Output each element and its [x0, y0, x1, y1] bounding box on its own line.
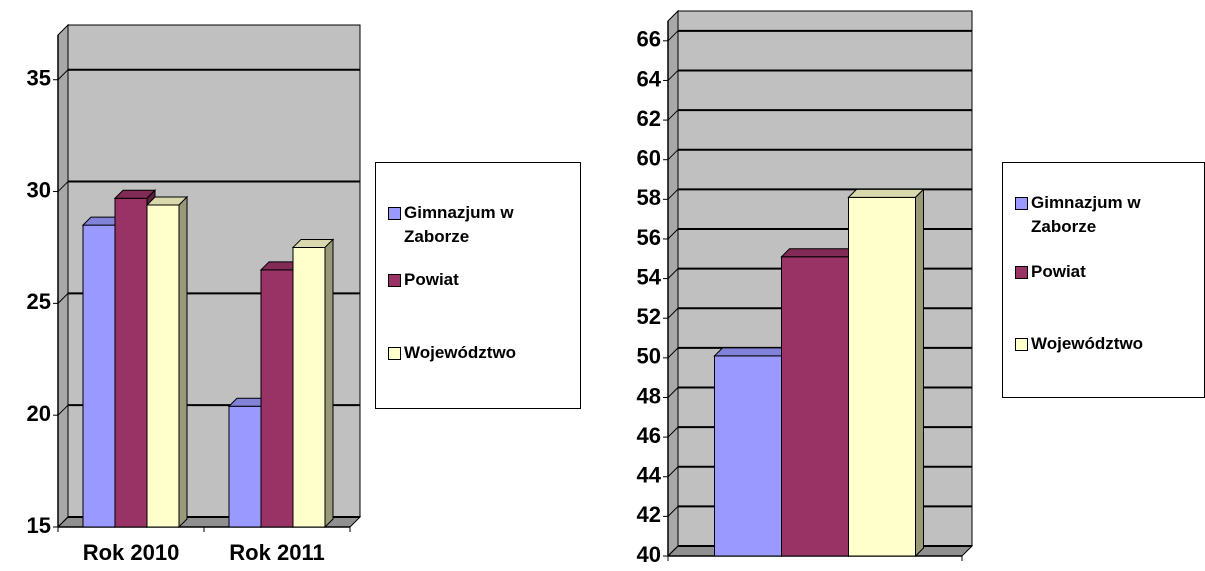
- grid-line-side: [667, 149, 679, 161]
- bar: [260, 269, 294, 528]
- grid-line-side: [667, 268, 679, 279]
- legend-label: Województwo: [1031, 334, 1144, 353]
- bar-side: [178, 195, 188, 529]
- grid-line-side: [57, 404, 69, 416]
- bar: [781, 256, 849, 557]
- bar-side: [915, 188, 924, 558]
- y-tick-label: 52: [637, 304, 661, 329]
- legend-label: Gimnazjum w Zaborze: [1031, 193, 1141, 236]
- legend: Gimnazjum w Zaborze Powiat Województwo: [375, 162, 581, 409]
- bar-side: [324, 238, 334, 529]
- y-tick-label: 58: [637, 185, 661, 210]
- legend-swatch: [388, 347, 401, 360]
- bar: [848, 196, 916, 557]
- legend-label: Województwo: [404, 343, 517, 362]
- bar: [228, 405, 262, 528]
- grid-line-side: [57, 516, 69, 528]
- x-tick-label: Rok 2011: [229, 540, 324, 565]
- grid-line-side: [667, 307, 679, 319]
- grid-line-side: [57, 181, 69, 192]
- y-tick-label: 48: [637, 383, 661, 408]
- bar-top: [713, 347, 791, 357]
- grid-line-side: [667, 188, 679, 200]
- bar: [114, 197, 148, 528]
- legend-swatch: [388, 274, 401, 287]
- legend-label: Gimnazjum w Zaborze: [404, 203, 514, 246]
- y-tick-label: 42: [637, 502, 661, 527]
- grid-line-side: [667, 426, 679, 438]
- grid-line-side: [667, 70, 679, 81]
- y-tick-label: 44: [637, 463, 662, 488]
- y-tick-label: 54: [637, 264, 662, 289]
- x-tick-label: Rok 2012: [767, 569, 864, 571]
- side-wall: [667, 9, 679, 558]
- y-tick-label: 66: [637, 27, 661, 52]
- y-tick-label: 64: [637, 66, 662, 91]
- legend-swatch: [1015, 338, 1028, 351]
- grid-line-side: [667, 347, 679, 359]
- y-tick-label: 62: [637, 106, 661, 131]
- y-tick-label: 15: [27, 513, 51, 538]
- legend-swatch: [388, 207, 401, 220]
- x-tick-label: Rok 2010: [83, 540, 180, 565]
- legend-swatch: [1015, 266, 1028, 279]
- bar: [82, 224, 116, 528]
- grid-line-side: [667, 109, 679, 121]
- grid-line-side: [667, 466, 679, 478]
- bar: [292, 246, 326, 528]
- y-tick-label: 20: [27, 401, 51, 426]
- y-tick-label: 30: [27, 177, 51, 202]
- side-wall: [57, 23, 69, 529]
- grid-line-side: [667, 545, 679, 557]
- legend-label: Powiat: [1031, 262, 1086, 281]
- grid-line-side: [667, 506, 679, 517]
- grid-line-side: [667, 228, 679, 240]
- y-tick-label: 25: [27, 289, 51, 314]
- y-tick-label: 46: [637, 423, 661, 448]
- legend: Gimnazjum w Zaborze Powiat Województwo: [1002, 162, 1205, 398]
- y-tick-label: 35: [27, 66, 51, 91]
- bar-top: [847, 188, 925, 198]
- bar: [146, 204, 180, 528]
- bar: [714, 355, 782, 557]
- grid-line-side: [57, 69, 69, 81]
- y-tick-label: 50: [637, 344, 661, 369]
- y-tick-label: 60: [637, 146, 661, 171]
- bar-top: [780, 248, 858, 258]
- grid-line-side: [667, 387, 679, 398]
- legend-label: Powiat: [404, 270, 459, 289]
- y-tick-label: 40: [637, 542, 661, 567]
- grid-line-side: [57, 293, 69, 304]
- y-tick-label: 56: [637, 225, 661, 250]
- grid-line-side: [667, 30, 679, 42]
- legend-swatch: [1015, 197, 1028, 210]
